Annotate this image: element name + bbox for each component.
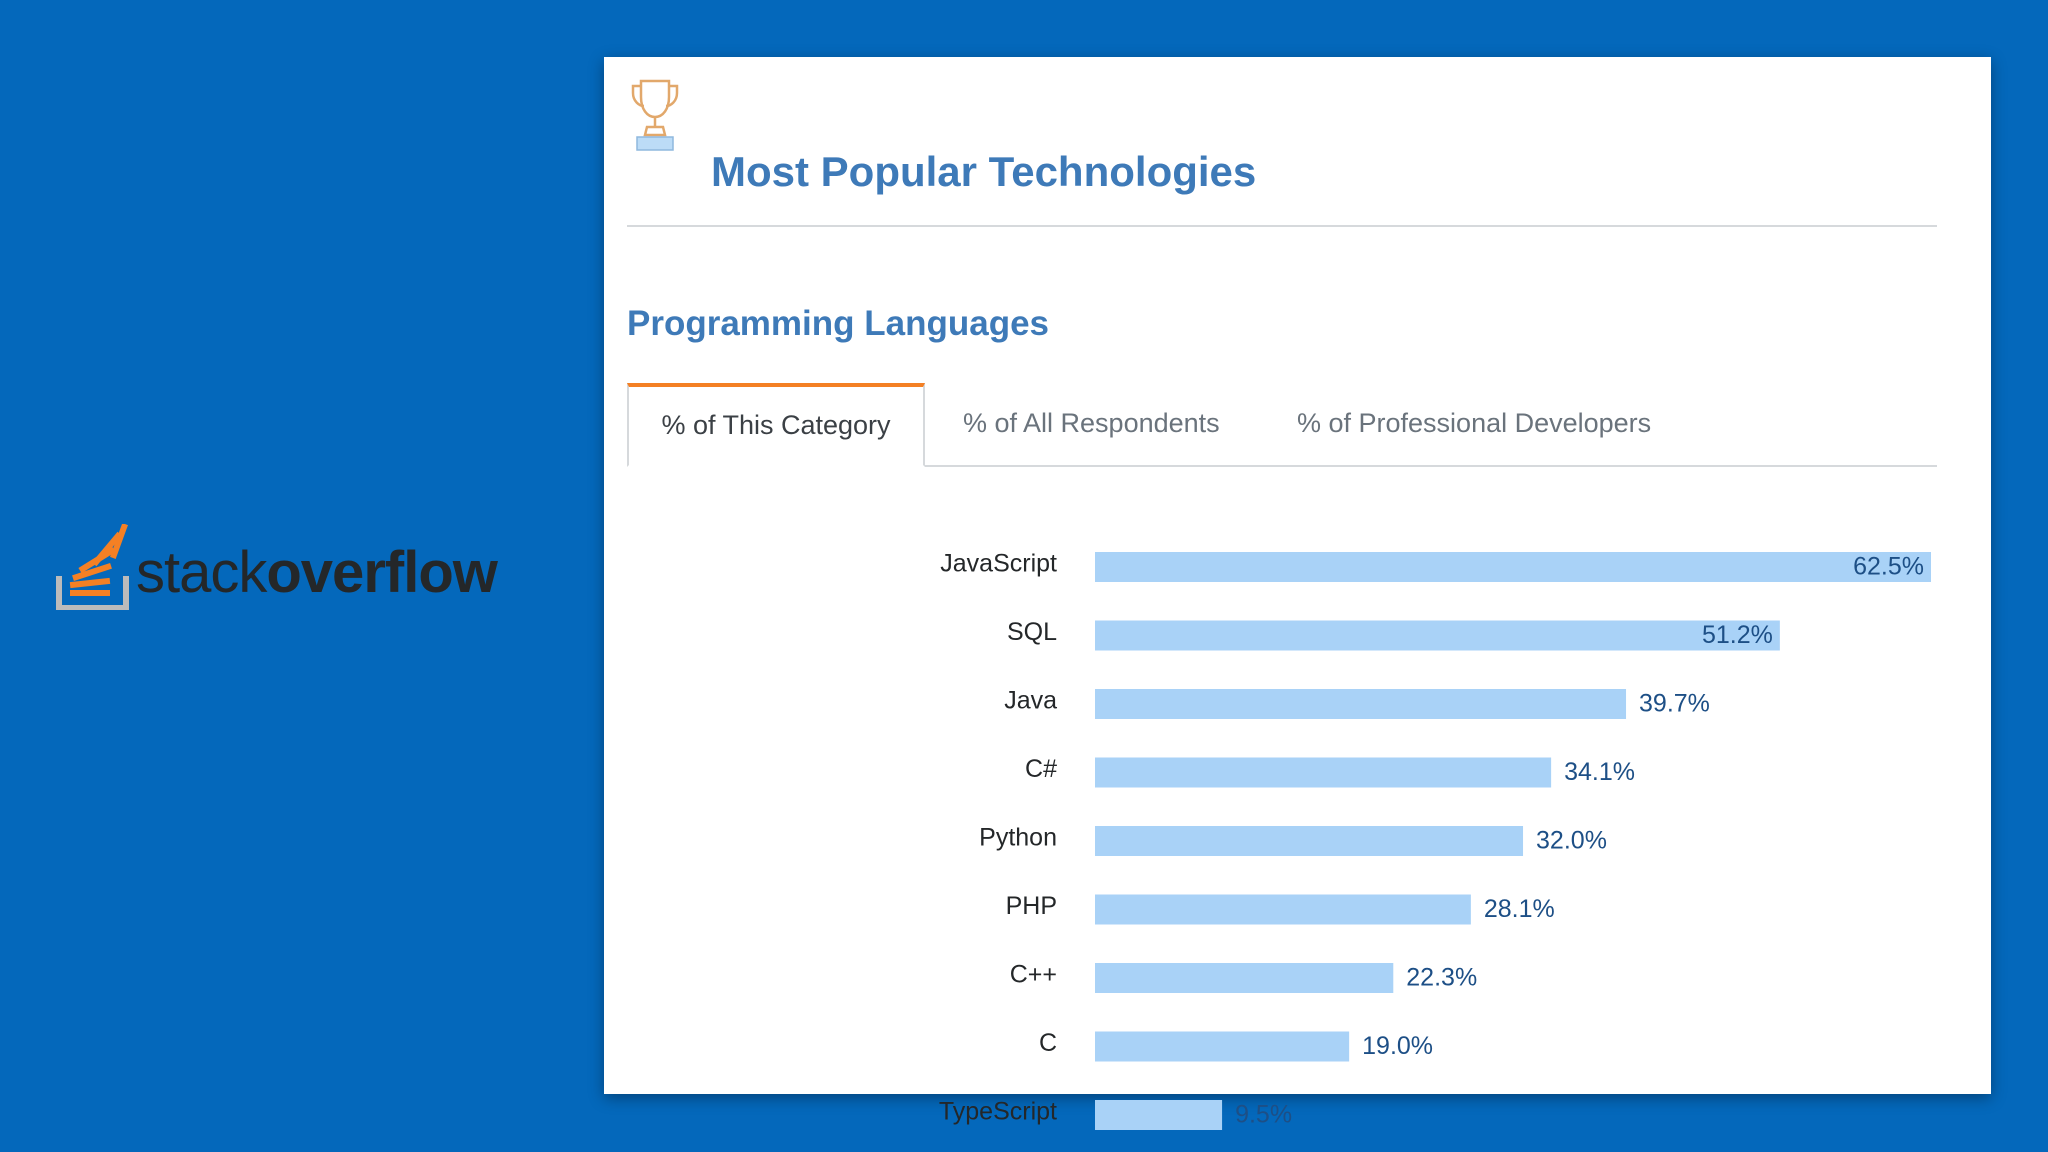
section-title: Programming Languages [627, 304, 1050, 343]
category-label: C++ [1010, 961, 1057, 989]
tab-all-respondents[interactable]: % of All Respondents [963, 408, 1220, 438]
value-label: 39.7% [1639, 690, 1710, 718]
category-label: Java [1004, 687, 1057, 715]
wordmark-stack: stack [136, 540, 267, 605]
value-label: 62.5% [1853, 553, 1924, 581]
category-label: SQL [1007, 618, 1057, 646]
bar-sql [1095, 620, 1780, 651]
value-label: 9.5% [1235, 1101, 1292, 1129]
value-label: 22.3% [1406, 964, 1477, 992]
category-label: C# [1025, 755, 1057, 783]
category-label: Python [979, 824, 1057, 852]
value-label: 28.1% [1484, 895, 1555, 923]
bar-php [1095, 894, 1471, 925]
category-label: C [1039, 1029, 1057, 1057]
bar-typescript [1095, 1100, 1223, 1130]
category-label: JavaScript [940, 550, 1057, 578]
card-title: Most Popular Technologies [711, 148, 1257, 195]
tab-bar: % of This Category % of All Respondents … [627, 383, 1937, 467]
stackoverflow-wordmark: stackoverflow [136, 540, 498, 606]
value-label: 19.0% [1362, 1032, 1433, 1060]
programming-languages-chart: JavaScript 62.5% SQL 51.2% Java 39.7% C# 34.1% P… [604, 527, 1991, 1147]
wordmark-overflow: overflow [266, 540, 497, 605]
tab-professional-developers[interactable]: % of Professional Developers [1297, 408, 1652, 438]
category-label: PHP [1006, 892, 1057, 920]
bar-chart-svg: JavaScript 62.5% SQL 51.2% Java 39.7% C# 34.1% P… [939, 550, 1931, 1130]
stackoverflow-logo-icon [56, 524, 129, 610]
value-label: 51.2% [1702, 621, 1773, 649]
value-label: 32.0% [1536, 827, 1607, 855]
bar-python [1095, 826, 1524, 856]
bar-java [1095, 689, 1627, 719]
stackoverflow-logo: stackoverflow [56, 522, 506, 614]
bar-csharp [1095, 757, 1552, 788]
bar-c [1095, 1031, 1350, 1062]
bar-cplusplus [1095, 963, 1394, 993]
bar-javascript [1095, 552, 1931, 582]
card-header: Most Popular Technologies [627, 77, 1937, 227]
technologies-card: Most Popular Technologies Programming La… [604, 57, 1991, 1130]
tab-this-category[interactable]: % of This Category [627, 383, 925, 467]
trophy-icon [631, 79, 679, 151]
value-label: 34.1% [1564, 758, 1635, 786]
category-label: TypeScript [939, 1098, 1057, 1126]
